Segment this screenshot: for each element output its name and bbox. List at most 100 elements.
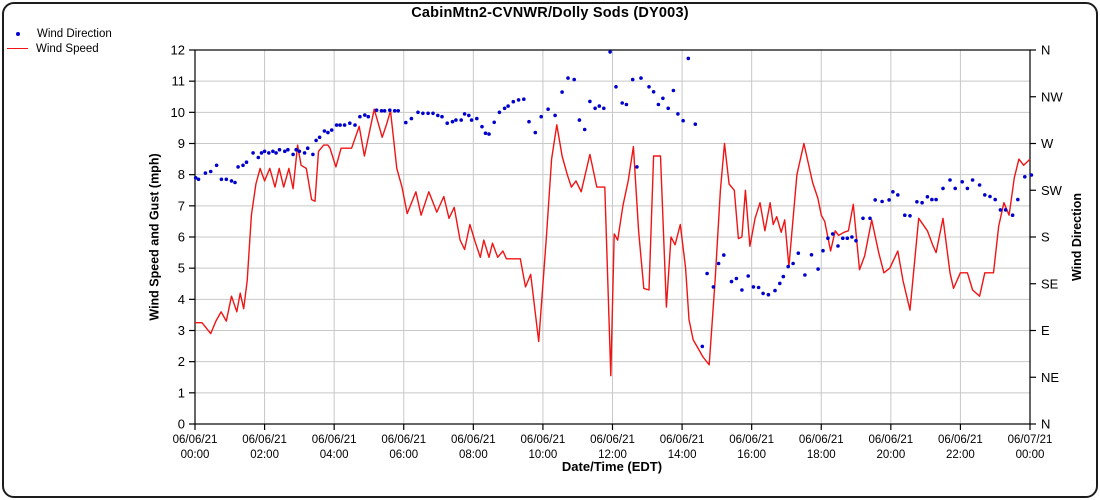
wind-direction-point xyxy=(259,151,264,155)
wind-direction-point xyxy=(681,118,685,123)
left-tick-label: 11 xyxy=(172,74,186,89)
wind-direction-point xyxy=(426,111,430,116)
wind-direction-point xyxy=(454,118,458,122)
wind-direction-point xyxy=(983,193,987,197)
wind-direction-point xyxy=(553,113,557,118)
wind-direction-point xyxy=(311,152,315,157)
wind-direction-point xyxy=(1010,213,1015,217)
wind-direction-point xyxy=(826,236,830,240)
wind-direction-point xyxy=(880,199,884,204)
wind-direction-point xyxy=(693,122,698,126)
wind-direction-point xyxy=(635,165,639,169)
wind-direction-point xyxy=(614,85,618,89)
wind-direction-point xyxy=(676,112,680,116)
wind-direction-point xyxy=(233,180,237,185)
wind-direction-point xyxy=(314,138,318,143)
right-tick-label: SW xyxy=(1041,183,1063,198)
wind-direction-point xyxy=(492,120,497,125)
wind-direction-point xyxy=(729,279,734,284)
wind-direction-point xyxy=(251,151,255,155)
right-tick-label: SE xyxy=(1041,276,1059,291)
wind-direction-point xyxy=(868,216,872,221)
wind-direction-point xyxy=(421,111,425,116)
wind-direction-point xyxy=(431,111,435,116)
wind-direction-point xyxy=(317,135,322,140)
wind-direction-point xyxy=(830,232,835,236)
wind-direction-point xyxy=(469,118,474,122)
x-tick-label: 06/06/21 14:00 xyxy=(660,434,705,461)
wind-direction-point xyxy=(262,149,267,154)
left-tick-label: 1 xyxy=(178,385,185,400)
wind-direction-point xyxy=(756,285,761,290)
wind-direction-point xyxy=(236,165,240,169)
wind-direction-point xyxy=(993,197,997,202)
right-tick-label: S xyxy=(1041,230,1050,245)
right-tick-label: NW xyxy=(1041,89,1063,104)
wind-direction-point xyxy=(214,163,219,168)
wind-direction-point xyxy=(960,180,964,184)
wind-direction-point xyxy=(925,195,930,199)
x-tick-label: 06/06/21 20:00 xyxy=(868,434,913,461)
wind-direction-point xyxy=(522,97,526,101)
wind-direction-point xyxy=(450,119,455,124)
legend-item-wind-speed: Wind Speed xyxy=(7,41,112,56)
wind-direction-point xyxy=(334,123,339,127)
left-tick-label: 9 xyxy=(178,136,185,151)
wind-direction-point xyxy=(286,147,290,152)
wind-direction-point xyxy=(666,106,670,111)
wind-direction-point xyxy=(1003,208,1008,212)
wind-direction-point xyxy=(751,285,756,289)
right-tick-label: N xyxy=(1041,417,1050,432)
wind-direction-point xyxy=(396,109,401,113)
wind-direction-point xyxy=(274,151,278,155)
left-tick-label: 3 xyxy=(178,323,185,338)
wind-direction-point xyxy=(374,108,379,112)
wind-direction-point xyxy=(267,151,271,155)
wind-direction-point xyxy=(948,178,952,182)
wind-speed-line-icon xyxy=(7,48,28,49)
wind-direction-point xyxy=(816,267,820,271)
wind-direction-point xyxy=(791,261,795,266)
wind-direction-point xyxy=(511,99,516,104)
wind-direction-point xyxy=(539,114,543,119)
wind-direction-point xyxy=(630,77,635,82)
wind-direction-point xyxy=(487,132,491,136)
right-tick-label: W xyxy=(1041,136,1054,151)
wind-direction-point xyxy=(516,98,521,102)
legend-label-wind-speed: Wind Speed xyxy=(36,42,99,55)
wind-direction-point xyxy=(915,200,919,204)
wind-direction-point xyxy=(462,112,467,116)
wind-direction-point xyxy=(977,183,982,187)
wind-direction-point xyxy=(705,271,709,276)
x-axis-title: Date/Time (EDT) xyxy=(561,459,663,474)
wind-direction-point xyxy=(196,177,201,182)
wind-direction-point xyxy=(671,88,676,93)
wind-direction-point xyxy=(416,110,420,115)
wind-direction-point xyxy=(577,118,582,122)
wind-direction-point xyxy=(803,273,807,277)
right-axis-title: Wind Direction xyxy=(1070,192,1084,282)
wind-direction-point xyxy=(329,128,334,132)
x-tick-label: 06/06/21 16:00 xyxy=(729,434,774,461)
wind-direction-point xyxy=(761,291,765,296)
wind-direction-point xyxy=(778,281,782,286)
wind-direction-point xyxy=(506,104,510,108)
wind-direction-point xyxy=(887,198,891,202)
wind-direction-point xyxy=(363,113,367,117)
wind-direction-point xyxy=(903,213,907,217)
wind-direction-point xyxy=(988,194,992,199)
wind-direction-point xyxy=(338,123,342,127)
wind-direction-point xyxy=(302,151,307,155)
legend: Wind Direction Wind Speed xyxy=(7,26,112,56)
wind-direction-point xyxy=(283,149,287,154)
x-tick-label: 06/06/21 00:00 xyxy=(173,434,218,461)
left-axis-title: Wind Speed and Gust (mph) xyxy=(147,153,162,321)
wind-direction-point xyxy=(326,130,330,135)
wind-direction-point xyxy=(203,171,208,175)
wind-direction-point xyxy=(639,76,643,80)
legend-item-wind-direction: Wind Direction xyxy=(7,26,112,41)
x-tick-label: 06/06/21 08:00 xyxy=(451,434,496,461)
wind-direction-point xyxy=(841,236,845,240)
wind-direction-point xyxy=(781,274,786,279)
